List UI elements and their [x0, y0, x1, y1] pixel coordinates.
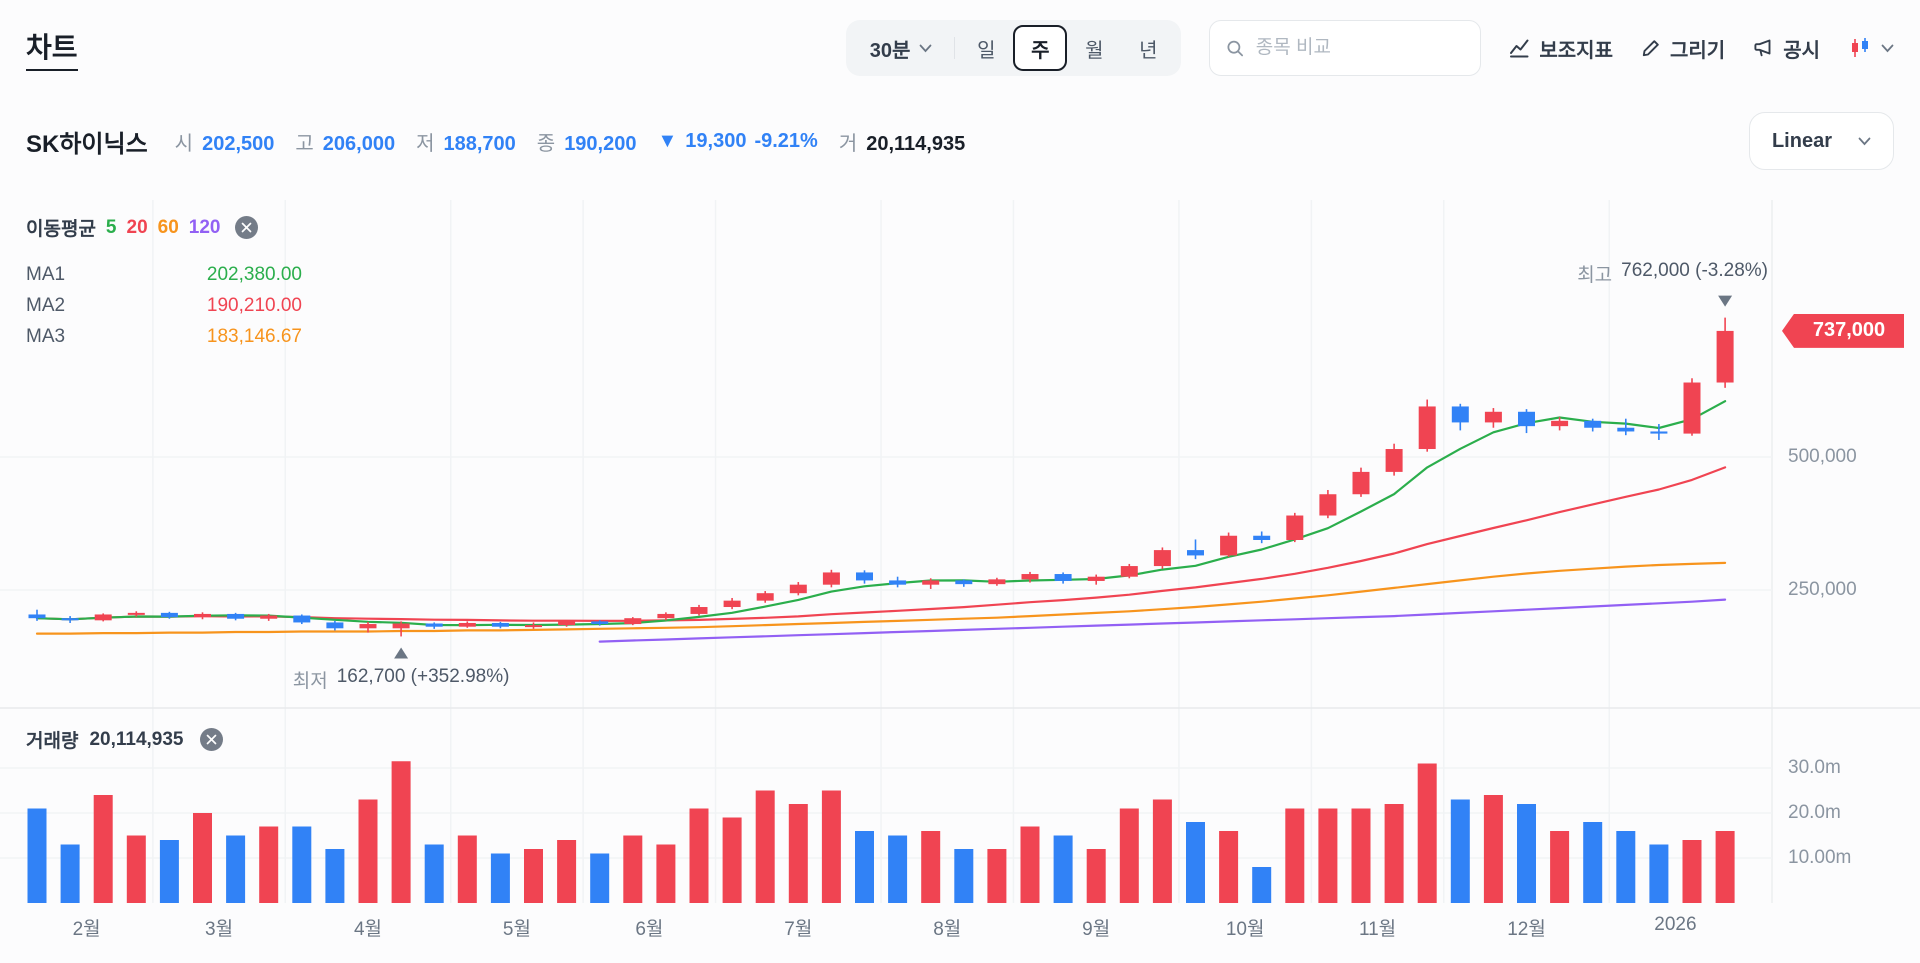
x-axis-month-label: 11월 [1358, 919, 1397, 940]
ma-values-panel: MA1 202,380.00 MA2 190,210.00 MA3 183,14… [26, 264, 302, 357]
price-axis-tick: 250,000 [1788, 579, 1857, 600]
header-controls: 30분 일 주 월 년 보조지표 [845, 20, 1894, 76]
chevron-down-icon [919, 44, 932, 52]
close-field: 종 190,200 [536, 132, 637, 155]
x-axis-month-label: 10월 [1225, 919, 1265, 940]
ma60-period-label: 60 [157, 216, 179, 238]
scale-selector[interactable]: Linear [1748, 112, 1894, 170]
ma3-row: MA3 183,146.67 [26, 326, 302, 347]
x-axis-month-label: 6월 [635, 919, 664, 940]
last-price-tag: 737,000 [1782, 313, 1904, 348]
ma2-row: MA2 190,210.00 [26, 295, 302, 316]
low-field: 저 188,700 [416, 132, 516, 155]
chevron-down-icon [1881, 44, 1894, 52]
indicators-label: 보조지표 [1539, 39, 1613, 62]
draw-label: 그리기 [1669, 39, 1726, 62]
period-tab-week[interactable]: 주 [1013, 25, 1068, 71]
volume-field: 거 20,114,935 [838, 132, 966, 155]
disclosure-button[interactable]: 공시 [1753, 34, 1820, 63]
disclosure-label: 공시 [1783, 39, 1820, 62]
ma-legend: 이동평균 5 20 60 120 [26, 214, 259, 241]
stock-compare-search[interactable] [1209, 20, 1482, 76]
low-annotation: 최저 162,700 (+352.98%) [292, 666, 510, 693]
x-axis-month-label: 2월 [72, 919, 101, 940]
ma20-period-label: 20 [126, 216, 148, 238]
x-axis-month-label: 7월 [784, 919, 813, 940]
indicator-line-icon [1510, 39, 1529, 58]
chart-area: 이동평균 5 20 60 120 MA1 202,380.00 MA2 190,… [0, 200, 1920, 960]
price-volume-chart-canvas[interactable] [0, 200, 1920, 945]
interval-label: 30분 [869, 39, 911, 62]
price-axis-tick: 500,000 [1788, 446, 1857, 467]
ma5-period-label: 5 [105, 216, 117, 238]
x-axis-month-label: 3월 [205, 919, 234, 940]
pencil-icon [1642, 40, 1659, 57]
segment-divider [954, 37, 956, 59]
x-axis-month-label: 8월 [933, 919, 962, 940]
ma-legend-close-button[interactable] [235, 216, 259, 239]
x-axis-month-label: 9월 [1082, 919, 1111, 940]
megaphone-icon [1754, 39, 1771, 57]
high-field: 고 206,000 [295, 132, 396, 155]
interval-dropdown[interactable]: 30분 [852, 24, 951, 72]
search-input[interactable] [1255, 37, 1465, 59]
x-axis-month-label: 2026 [1654, 914, 1697, 935]
x-axis-month-label: 12월 [1507, 919, 1546, 940]
stock-info-bar: SK하이닉스 시 202,500 고 206,000 저 188,700 종 1… [0, 110, 1920, 172]
period-tab-day[interactable]: 일 [959, 25, 1013, 71]
open-field: 시 202,500 [174, 132, 275, 155]
volume-axis-tick: 20.0m [1788, 802, 1841, 823]
volume-legend-close-button[interactable] [199, 728, 223, 751]
x-axis-month-label: 5월 [502, 919, 531, 940]
chart-type-dropdown[interactable] [1848, 36, 1894, 60]
page-title[interactable]: 차트 [26, 26, 78, 71]
x-axis: 2월 3월 4월 5월 6월 7월 8월 9월 10월 11월 12월 2026 [0, 914, 1920, 944]
chevron-down-icon [1858, 137, 1871, 145]
close-icon [206, 734, 216, 745]
indicators-button[interactable]: 보조지표 [1509, 34, 1613, 63]
x-axis-month-label: 4월 [353, 919, 383, 940]
period-tab-month[interactable]: 월 [1067, 25, 1121, 71]
volume-axis-tick: 10.00m [1788, 847, 1852, 868]
header: 차트 30분 일 주 월 년 보조지표 [0, 0, 1920, 96]
close-icon [242, 222, 252, 233]
volume-legend: 거래량 20,114,935 [26, 726, 223, 753]
candlestick-chart-icon [1852, 38, 1868, 57]
volume-axis-tick: 30.0m [1788, 757, 1841, 778]
price-change: ▼ 19,300 -9.21% [657, 129, 818, 152]
interval-segmented-control: 30분 일 주 월 년 [845, 20, 1182, 76]
ma1-row: MA1 202,380.00 [26, 264, 302, 285]
stock-name: SK하이닉스 [26, 130, 148, 158]
down-arrow-icon: ▼ [657, 129, 678, 152]
ma120-period-label: 120 [188, 216, 221, 238]
high-annotation: 최고 762,000 (-3.28%) [1577, 260, 1768, 286]
period-tab-year[interactable]: 년 [1121, 25, 1175, 71]
draw-button[interactable]: 그리기 [1641, 34, 1725, 63]
search-icon [1227, 40, 1244, 56]
